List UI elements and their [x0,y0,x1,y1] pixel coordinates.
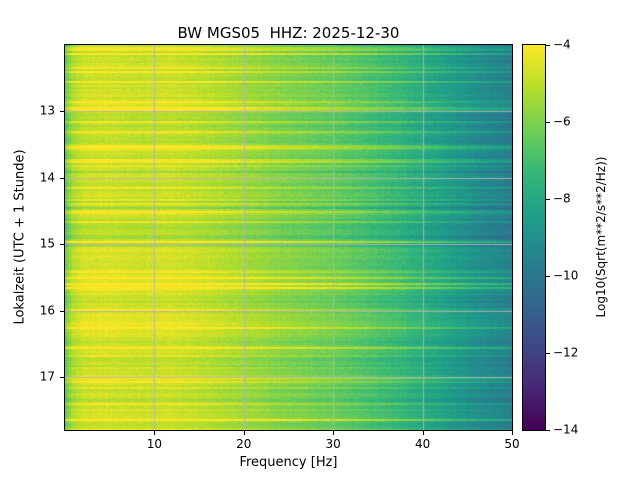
x-tick-label: 20 [236,437,252,451]
colorbar [522,44,546,431]
x-tick-label: 50 [504,437,520,451]
colorbar-tick-mark [546,353,550,354]
colorbar-tick-label: −8 [553,191,571,206]
x-axis-label: Frequency [Hz] [239,455,338,470]
plot-area [64,44,513,431]
y-tick-label: 13 [39,103,55,118]
y-tick-label: 14 [39,170,55,185]
y-tick-mark [60,244,64,246]
colorbar-tick-mark [546,45,550,46]
x-tick-label: 40 [414,437,431,451]
y-tick-mark [60,310,64,312]
colorbar-tick-mark [546,199,550,200]
y-tick-label: 16 [39,302,55,317]
y-tick-label: 15 [39,236,55,251]
colorbar-gradient [523,45,545,430]
x-tick-label: 30 [325,437,341,451]
colorbar-label: Log10(Sqrt(m**2/s**2/Hz)) [594,156,608,318]
colorbar-tick-mark [546,276,550,277]
colorbar-tick-label: −4 [553,37,571,52]
y-tick-mark [60,177,64,179]
chart-title: BW MGS05 HHZ: 2025-12-30 [177,24,400,42]
x-tick-label: 10 [146,437,163,451]
x-tick-mark [243,431,245,435]
colorbar-tick-label: −14 [553,422,579,437]
colorbar-tick-label: −6 [553,114,571,129]
colorbar-tick-label: −12 [553,345,579,360]
y-tick-mark [60,376,64,378]
x-tick-mark [512,431,513,435]
y-axis-label: Lokalzeit (UTC + 1 Stunde) [12,149,28,325]
y-tick-mark [60,111,64,113]
y-tick-label: 17 [39,369,55,384]
x-tick-mark [154,431,156,435]
spectrogram-heatmap [65,45,512,430]
colorbar-tick-mark [546,430,550,431]
colorbar-tick-label: −10 [553,268,579,283]
x-tick-mark [333,431,335,435]
colorbar-tick-mark [546,122,550,123]
x-tick-mark [422,431,424,435]
